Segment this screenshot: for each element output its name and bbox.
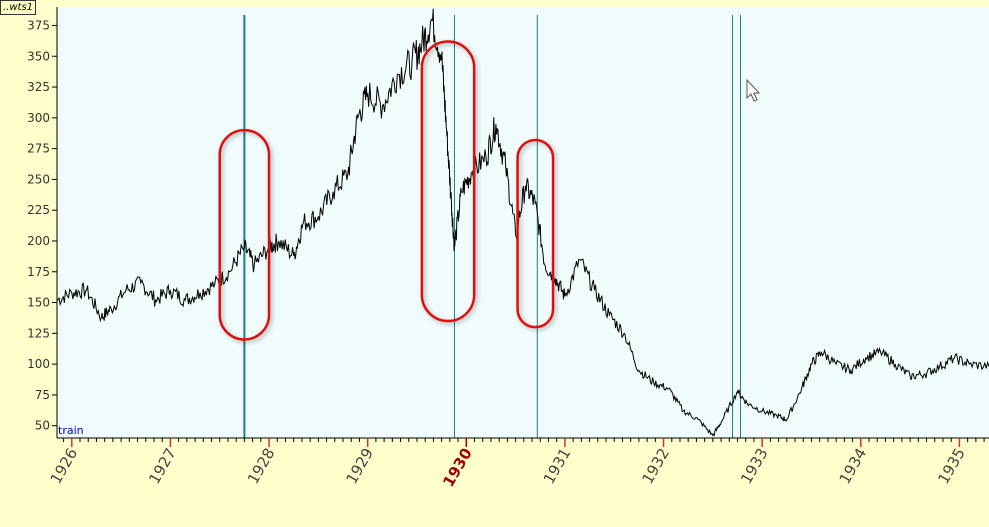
y-tick-label: 100	[27, 357, 50, 371]
y-tick-label: 350	[27, 49, 50, 63]
x-tick-label: 1935	[934, 445, 969, 487]
y-tick-label: 250	[27, 172, 50, 186]
series-label: train	[58, 424, 84, 437]
cursor-icon	[746, 78, 761, 102]
y-tick-label: 175	[27, 265, 50, 279]
y-tick-label: 200	[27, 234, 50, 248]
plot-background	[57, 7, 989, 438]
highlight-circle	[420, 40, 476, 323]
y-tick-label: 375	[27, 18, 50, 32]
price-series-line	[56, 8, 989, 437]
x-tick-label: 1930	[439, 445, 475, 490]
y-tick-label: 75	[35, 388, 50, 402]
x-tick-label: 1933	[737, 445, 772, 487]
highlight-circle	[218, 128, 271, 341]
x-tick-label: 1928	[244, 445, 279, 487]
window-tag: ..wts1	[0, 0, 37, 15]
y-tick-label: 300	[27, 111, 50, 125]
y-tick-label: 125	[27, 326, 50, 340]
x-tick-label: 1929	[342, 445, 377, 487]
y-tick-label: 225	[27, 203, 50, 217]
y-tick-label: 325	[27, 80, 50, 94]
y-tick-label: 50	[35, 419, 50, 433]
x-tick-label: 1927	[145, 445, 180, 487]
y-tick-label: 275	[27, 142, 50, 156]
window-tag-label: ..wts1	[3, 2, 34, 13]
x-tick-label: 1931	[540, 445, 575, 487]
x-tick-label: 1934	[836, 445, 871, 487]
mouse-cursor	[746, 78, 761, 102]
x-tick-label: 1926	[47, 445, 82, 487]
highlight-circle	[516, 138, 555, 329]
y-tick-label: 150	[27, 296, 50, 310]
x-tick-label: 1932	[638, 445, 673, 487]
